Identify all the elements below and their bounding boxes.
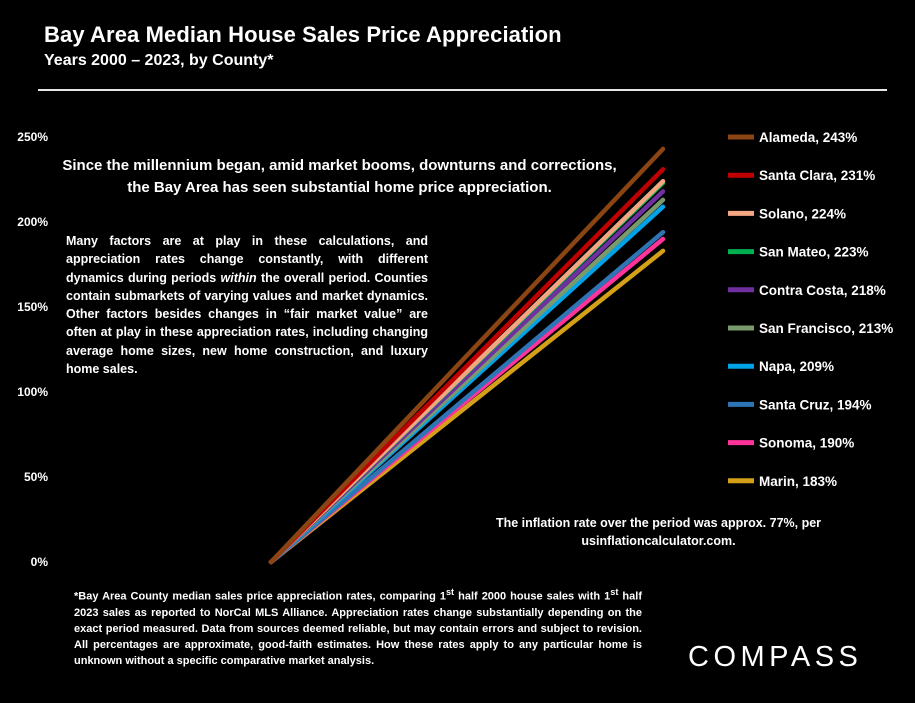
legend-label-santa-clara: Santa Clara, 231% bbox=[759, 168, 875, 183]
footnote: *Bay Area County median sales price appr… bbox=[74, 584, 642, 670]
legend-label-alameda: Alameda, 243% bbox=[759, 130, 857, 145]
factors-note-emphasis: within bbox=[220, 270, 257, 285]
chart-title: Bay Area Median House Sales Price Apprec… bbox=[44, 22, 562, 47]
factors-note-part2: the overall period. Counties contain sub… bbox=[66, 270, 428, 377]
legend-label-contra-costa: Contra Costa, 218% bbox=[759, 283, 886, 298]
y-tick-label: 200% bbox=[17, 215, 48, 229]
footnote-part3: half 2023 sales as reported to NorCal ML… bbox=[74, 590, 642, 668]
legend-label-santa-cruz: Santa Cruz, 194% bbox=[759, 397, 872, 412]
factors-note-part1: Many factors are at play in these calcul… bbox=[66, 234, 428, 285]
headline-note: Since the millennium began, amid market … bbox=[62, 157, 617, 196]
y-axis: 0% 50% 100% 150% 200% 250% bbox=[17, 130, 48, 569]
compass-logo: COMPASS bbox=[688, 641, 863, 673]
legend-label-napa: Napa, 209% bbox=[759, 359, 834, 374]
series-line-alameda bbox=[268, 146, 666, 565]
y-tick-label: 100% bbox=[17, 385, 48, 399]
legend-label-marin: Marin, 183% bbox=[759, 474, 837, 489]
legend-label-san-mateo: San Mateo, 223% bbox=[759, 245, 869, 260]
series-lines bbox=[268, 146, 666, 565]
footnote-sup1: st bbox=[445, 587, 455, 597]
factors-note: Many factors are at play in these calcul… bbox=[66, 232, 428, 378]
legend: Alameda, 243% Santa Clara, 231% Solano, 22… bbox=[728, 130, 893, 489]
inflation-note: The inflation rate over the period was a… bbox=[495, 516, 822, 548]
footnote-part2: half 2000 house sales with 1 bbox=[454, 590, 611, 603]
chart-subtitle: Years 2000 – 2023, by County* bbox=[44, 52, 274, 69]
footnote-sup2: st bbox=[610, 587, 619, 597]
legend-label-san-francisco: San Francisco, 213% bbox=[759, 321, 893, 336]
y-tick-label: 50% bbox=[24, 470, 48, 484]
y-tick-label: 150% bbox=[17, 300, 48, 314]
series-line-santa-clara bbox=[268, 167, 666, 565]
legend-label-solano: Solano, 224% bbox=[759, 206, 846, 221]
y-tick-label: 0% bbox=[31, 555, 49, 569]
series-line-santa-cruz bbox=[268, 229, 666, 565]
footnote-part1: *Bay Area County median sales price appr… bbox=[74, 590, 446, 603]
legend-label-sonoma: Sonoma, 190% bbox=[759, 436, 854, 451]
y-tick-label: 250% bbox=[17, 130, 48, 144]
header-divider bbox=[38, 89, 887, 91]
